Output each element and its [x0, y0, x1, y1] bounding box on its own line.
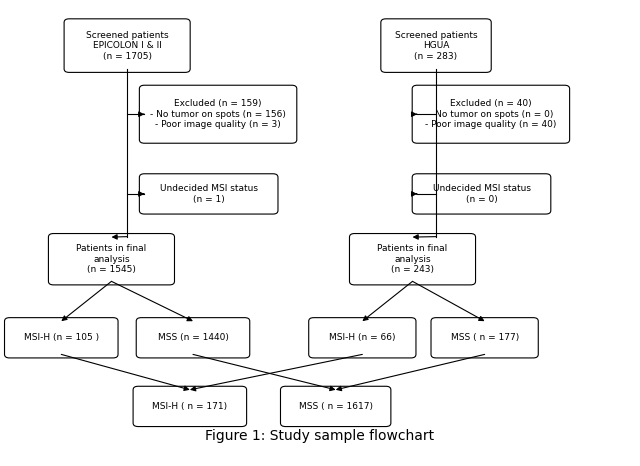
FancyBboxPatch shape [64, 19, 190, 72]
FancyBboxPatch shape [349, 233, 476, 285]
FancyBboxPatch shape [136, 318, 250, 358]
Text: MSI-H (n = 105 ): MSI-H (n = 105 ) [24, 333, 99, 343]
FancyBboxPatch shape [412, 85, 570, 143]
FancyBboxPatch shape [412, 174, 551, 214]
FancyBboxPatch shape [133, 386, 246, 426]
Text: Screened patients
HGUA
(n = 283): Screened patients HGUA (n = 283) [395, 31, 477, 61]
FancyBboxPatch shape [381, 19, 492, 72]
Text: MSI-H ( n = 171): MSI-H ( n = 171) [152, 402, 227, 411]
Text: Patients in final
analysis
(n = 243): Patients in final analysis (n = 243) [378, 244, 447, 274]
Text: MSS (n = 1440): MSS (n = 1440) [157, 333, 228, 343]
FancyBboxPatch shape [280, 386, 391, 426]
FancyBboxPatch shape [140, 174, 278, 214]
Text: MSI-H (n = 66): MSI-H (n = 66) [329, 333, 396, 343]
FancyBboxPatch shape [431, 318, 538, 358]
Text: Screened patients
EPICOLON I & II
(n = 1705): Screened patients EPICOLON I & II (n = 1… [86, 31, 168, 61]
Text: Excluded (n = 159)
- No tumor on spots (n = 156)
- Poor image quality (n = 3): Excluded (n = 159) - No tumor on spots (… [150, 99, 286, 129]
Text: Undecided MSI status
(n = 0): Undecided MSI status (n = 0) [433, 184, 531, 204]
FancyBboxPatch shape [140, 85, 297, 143]
FancyBboxPatch shape [49, 233, 175, 285]
Text: MSS ( n = 1617): MSS ( n = 1617) [299, 402, 372, 411]
FancyBboxPatch shape [4, 318, 118, 358]
Text: Undecided MSI status
(n = 1): Undecided MSI status (n = 1) [159, 184, 258, 204]
FancyBboxPatch shape [308, 318, 416, 358]
Text: MSS ( n = 177): MSS ( n = 177) [451, 333, 519, 343]
Text: Figure 1: Study sample flowchart: Figure 1: Study sample flowchart [205, 429, 435, 443]
Text: Excluded (n = 40)
- No tumor on spots (n = 0)
- Poor image quality (n = 40): Excluded (n = 40) - No tumor on spots (n… [425, 99, 557, 129]
Text: Patients in final
analysis
(n = 1545): Patients in final analysis (n = 1545) [76, 244, 147, 274]
